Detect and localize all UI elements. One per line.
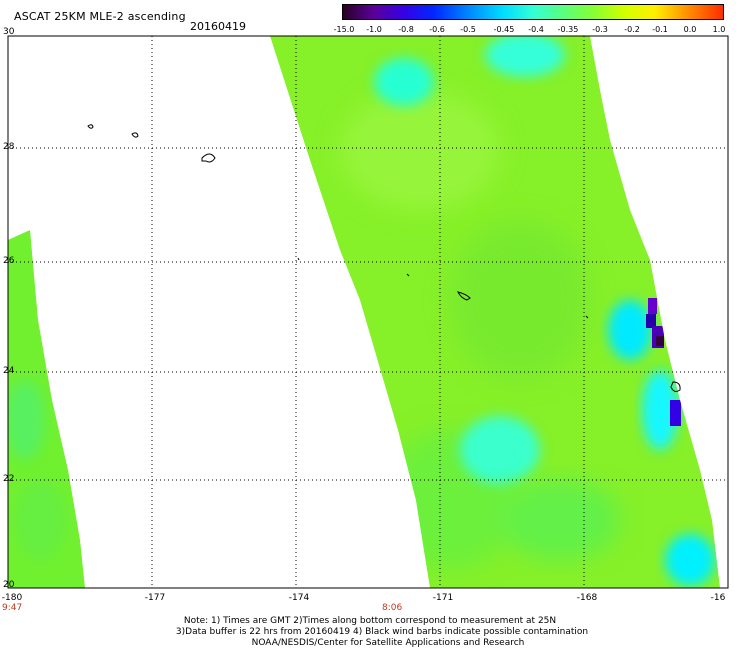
colorbar-label: -0.45: [493, 25, 515, 34]
time-label: 9:47: [2, 603, 23, 613]
footnote-credit: NOAA/NESDIS/Center for Satellite Applica…: [251, 638, 525, 648]
left-swath: [8, 230, 85, 588]
lat-label: 22: [3, 474, 15, 484]
colorbar-label: -0.1: [652, 25, 668, 34]
lon-label: -177: [144, 593, 166, 603]
colorbar-label: -0.8: [398, 25, 414, 34]
lon-label: -16: [710, 593, 726, 603]
lat-label: 26: [3, 256, 15, 266]
map-title: ASCAT 25KM MLE-2 ascending: [14, 10, 186, 23]
lat-label: 24: [3, 366, 15, 376]
colorbar-label: -0.4: [528, 25, 544, 34]
lat-label: 28: [3, 142, 15, 152]
colorbar-label: -1.0: [366, 25, 382, 34]
time-label: 8:06: [382, 603, 403, 613]
colorbar-label: 1.0: [712, 25, 726, 34]
colorbar-label: -0.5: [460, 25, 476, 34]
coastlines: [87, 124, 681, 392]
colorbar-label: 0.0: [683, 25, 697, 34]
colorbar-label: -0.6: [429, 25, 445, 34]
lon-label: -180: [1, 593, 23, 603]
lon-label: -171: [432, 593, 454, 603]
lon-label: -174: [288, 593, 310, 603]
colorbar-label: -0.35: [557, 25, 579, 34]
colorbar: [342, 4, 724, 20]
colorbar-label: -15.0: [333, 25, 355, 34]
lon-label: -168: [576, 593, 598, 603]
map-date: 20160419: [190, 20, 246, 33]
footnote-line: Note: 1) Times are GMT 2)Times along bot…: [183, 616, 557, 626]
lat-label: 30: [3, 27, 15, 37]
footnote-line: 3)Data buffer is 22 hrs from 20160419 4)…: [175, 627, 589, 637]
colorbar-label: -0.3: [592, 25, 608, 34]
lat-label: 20: [3, 580, 15, 590]
main-swath: [270, 36, 720, 588]
map-frame: [7, 35, 729, 589]
colorbar-label: -0.2: [624, 25, 640, 34]
